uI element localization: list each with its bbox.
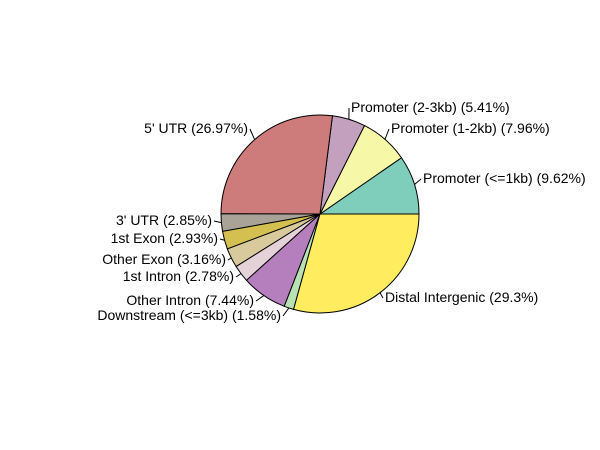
pie-leader-10: [379, 292, 384, 299]
pie-label-10: Distal Intergenic (29.3%): [385, 289, 538, 305]
pie-leader-7: [235, 273, 242, 278]
pie-leader-1: [384, 128, 390, 140]
pie-labels: Promoter (<=1kb) (9.62%) Promoter (1-2kb)…: [97, 99, 585, 323]
pie-label-4: 3' UTR (2.85%): [116, 212, 212, 228]
pie-label-7: 1st Intron (2.78%): [123, 268, 234, 284]
pie-leader-3: [249, 128, 256, 140]
pie-leader-5: [219, 238, 225, 241]
pie-slices: [220, 114, 420, 314]
pie-label-0: Promoter (<=1kb) (9.62%): [423, 170, 586, 186]
pie-slice-3: [220, 114, 334, 215]
pie-leader-9: [282, 307, 290, 317]
pie-leader-6: [227, 257, 232, 261]
pie-label-6: Other Exon (3.16%): [102, 251, 226, 267]
pie-leader-4: [213, 220, 222, 224]
pie-label-9: Downstream (<=3kb) (1.58%): [97, 307, 281, 323]
pie-label-5: 1st Exon (2.93%): [111, 230, 218, 246]
pie-label-1: Promoter (1-2kb) (7.96%): [391, 120, 550, 136]
pie-label-8: Other Intron (7.44%): [126, 292, 254, 308]
pie-label-2: Promoter (2-3kb) (5.41%): [351, 99, 510, 115]
pie-label-3: 5' UTR (26.97%): [144, 120, 248, 136]
pie-leader-8: [255, 295, 265, 302]
pie-leader-0: [414, 178, 422, 185]
pie-leader-lines: [213, 107, 422, 317]
